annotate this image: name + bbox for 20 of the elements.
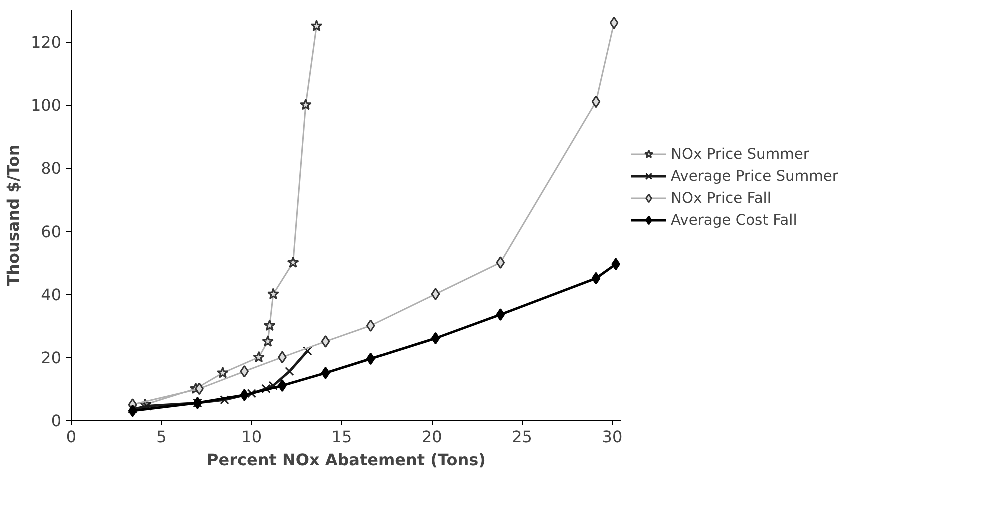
- legend-label: Average Price Summer: [671, 168, 838, 184]
- legend-label: NOx Price Summer: [671, 146, 810, 162]
- x-tick-label: 25: [512, 428, 532, 446]
- x-tick-label: 10: [242, 428, 262, 446]
- y-tick-label: 40: [41, 285, 62, 304]
- x-tick-label: 0: [66, 428, 77, 446]
- x-tick-label: 20: [422, 428, 442, 446]
- y-tick-label: 100: [30, 96, 62, 116]
- y-tick-label: 0: [51, 412, 62, 430]
- y-tick-label: 20: [41, 348, 62, 368]
- x-tick-label: 15: [332, 428, 352, 446]
- legend-label: Average Cost Fall: [671, 212, 798, 228]
- y-axis-title: Thousand $/Ton: [4, 144, 23, 286]
- y-tick-label: 60: [41, 222, 62, 242]
- x-axis-title: Percent NOx Abatement (Tons): [207, 450, 486, 470]
- x-tick-label: 30: [602, 428, 623, 446]
- legend-label: NOx Price Fall: [671, 190, 772, 206]
- y-tick-label: 80: [41, 159, 62, 178]
- y-tick-label: 120: [30, 33, 62, 52]
- x-tick-label: 5: [156, 428, 167, 446]
